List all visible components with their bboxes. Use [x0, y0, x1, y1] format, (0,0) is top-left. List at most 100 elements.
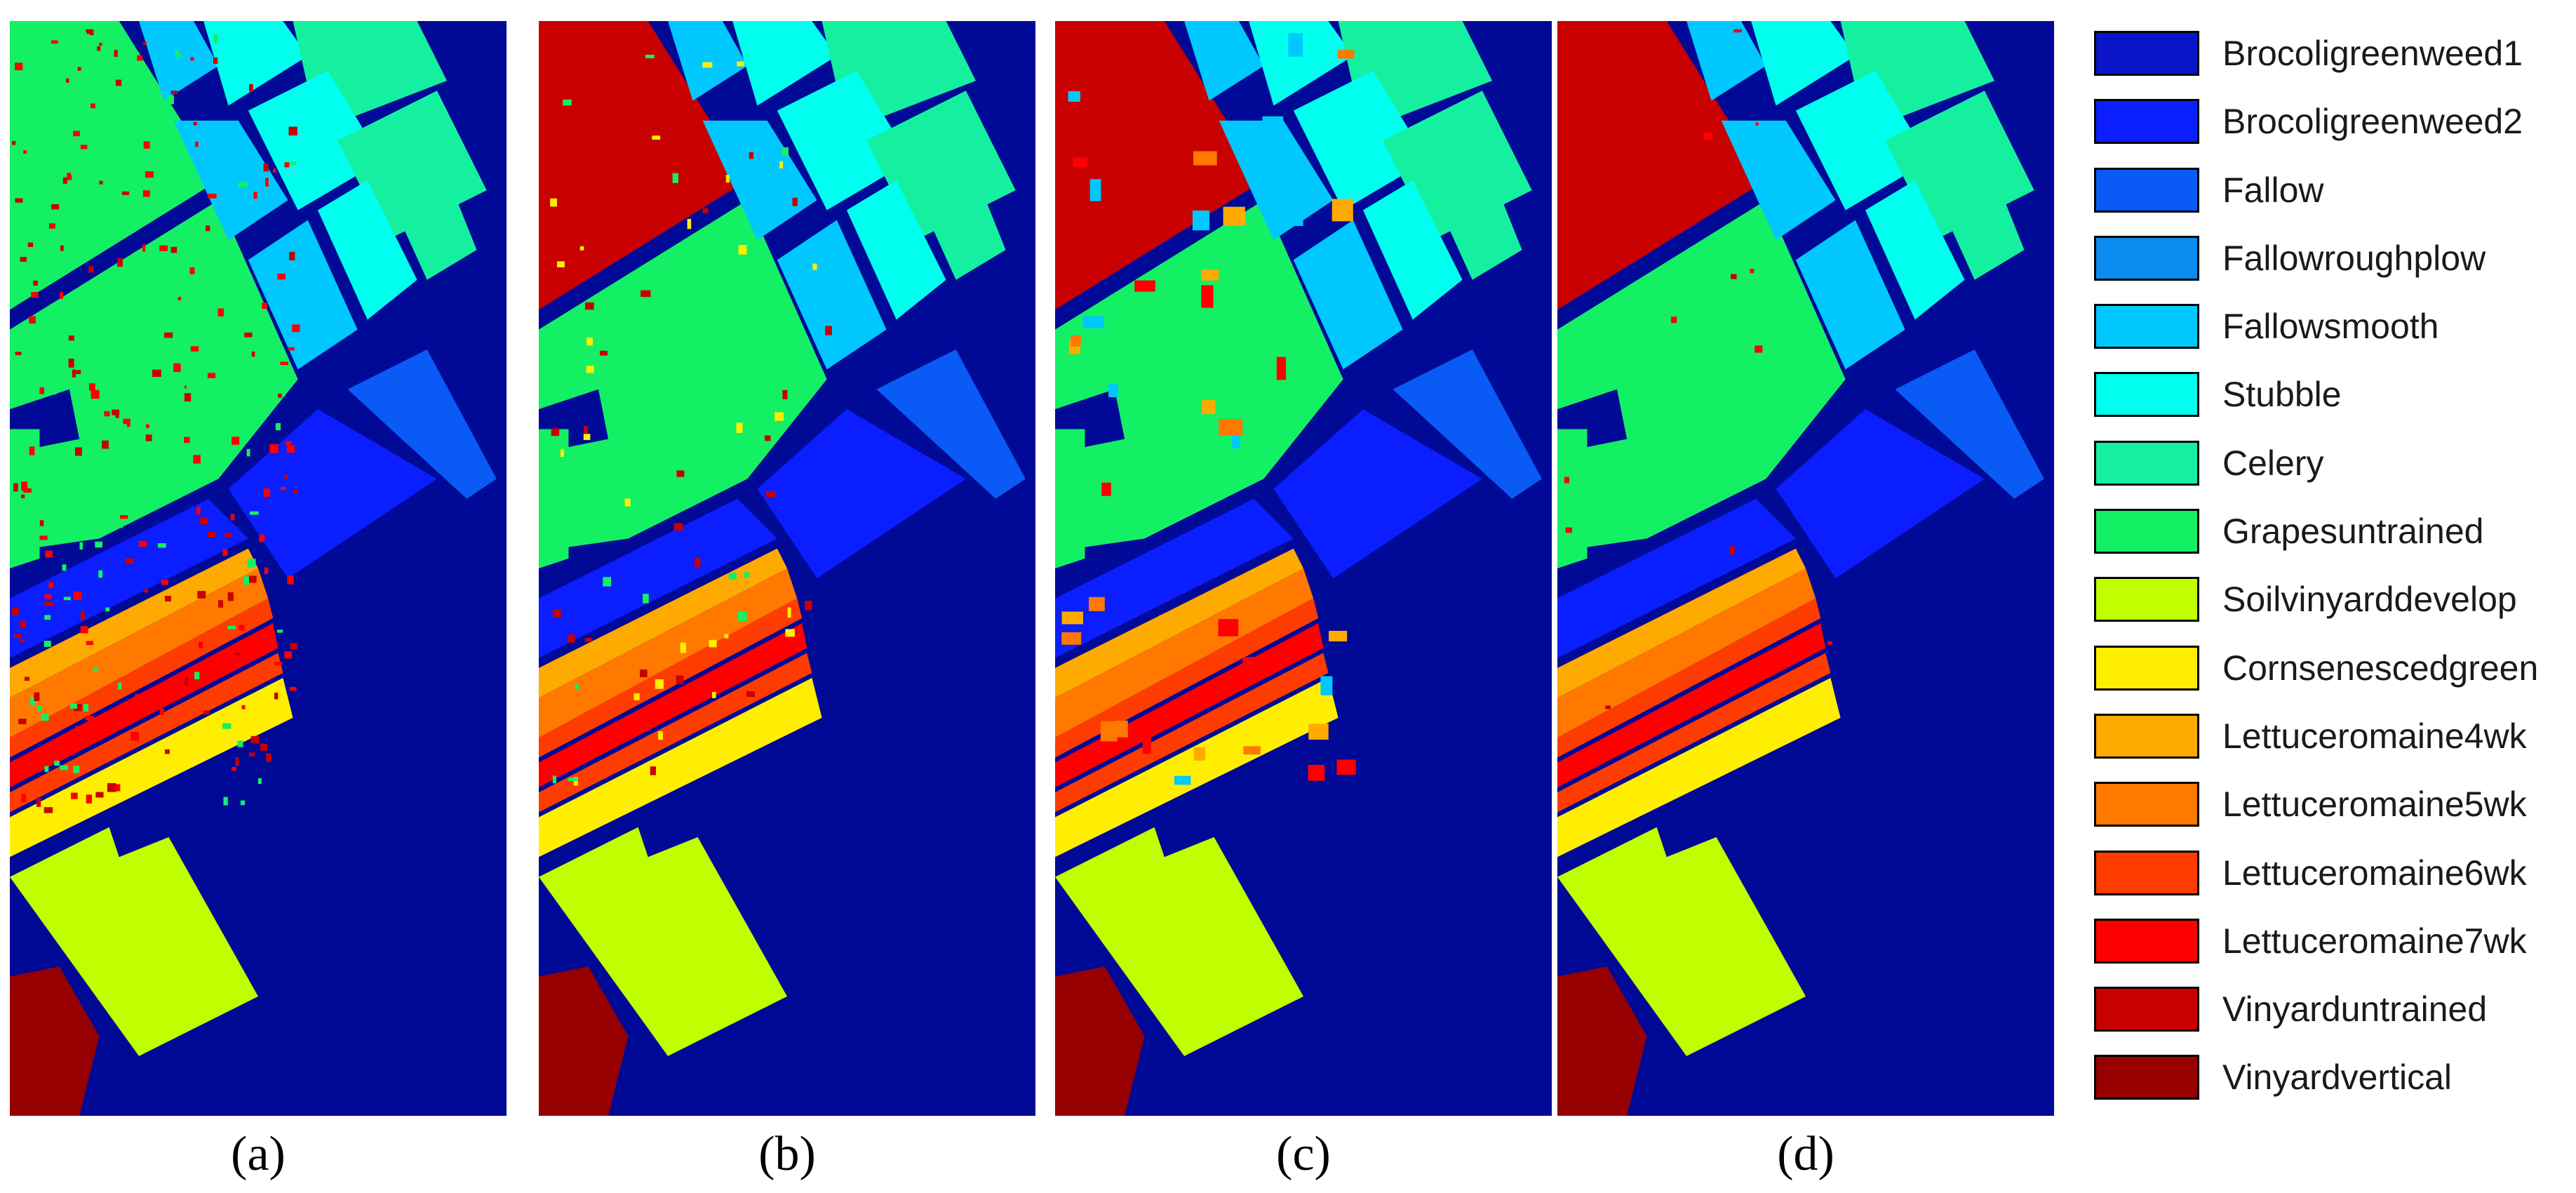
field-fallowsmooth: [1686, 21, 1766, 101]
misclassified-pixel: [95, 792, 104, 798]
misclassified-pixel: [603, 577, 612, 587]
misclassified-pixel: [586, 366, 594, 373]
classification-map-c: [1055, 21, 1552, 1116]
legend-label: Fallowroughplow: [2222, 238, 2486, 278]
misclassified-pixel: [142, 244, 146, 252]
misclassified-pixel: [33, 260, 39, 265]
field-stubble: [1293, 70, 1428, 211]
misclassified-pixel: [680, 288, 690, 293]
misclassified-pixel: [1288, 33, 1303, 57]
field-lettuce4wk: [1055, 548, 1303, 698]
misclassified-pixel: [551, 428, 560, 436]
misclassified-pixel: [249, 84, 253, 92]
misclassified-pixel: [107, 782, 116, 792]
misclassified-pixel: [264, 567, 269, 574]
misclassified-pixel: [63, 461, 71, 468]
misclassified-pixel: [728, 573, 737, 580]
misclassified-pixel: [643, 594, 649, 604]
misclassified-pixel: [93, 721, 100, 726]
misclassified-pixel: [203, 710, 210, 715]
field-brocoligreenweed2: [1776, 409, 1985, 579]
misclassified-pixel: [80, 145, 88, 149]
misclassified-pixel: [33, 280, 39, 286]
misclassified-pixel: [1755, 122, 1759, 126]
misclassified-pixel: [18, 719, 27, 724]
misclassified-pixel: [114, 49, 118, 57]
misclassified-pixel: [657, 460, 663, 469]
misclassified-pixel: [1320, 676, 1333, 695]
field-brocoligreenweed2: [1055, 498, 1294, 658]
misclassified-pixel: [107, 127, 112, 135]
misclassified-pixel: [1101, 482, 1111, 496]
misclassified-pixel: [41, 714, 49, 721]
field-brocoligreenweed2: [757, 409, 966, 579]
field-lettuce7wk: [1557, 623, 1826, 787]
field-lettuce6wk: [539, 653, 812, 813]
misclassified-pixel: [50, 314, 57, 320]
misclassified-pixel: [288, 347, 295, 351]
legend-swatch: [2094, 850, 2199, 895]
misclassified-pixel: [58, 98, 65, 105]
misclassified-pixel: [27, 242, 34, 247]
misclassified-pixel: [142, 41, 147, 45]
misclassified-pixel: [565, 494, 572, 502]
misclassified-pixel: [112, 409, 120, 415]
misclassified-pixel: [1223, 206, 1245, 226]
misclassified-pixel: [145, 424, 150, 428]
field-fallowsmooth: [1219, 120, 1334, 240]
misclassified-pixel: [284, 162, 290, 168]
legend-item: Stubble: [2094, 372, 2571, 440]
legend-label: Lettuceromaine6wk: [2222, 853, 2527, 893]
misclassified-pixel: [645, 55, 655, 59]
misclassified-pixel: [115, 79, 122, 86]
misclassified-pixel: [147, 467, 151, 471]
classification-map-a: [10, 21, 507, 1116]
field-grapes-left: [10, 429, 40, 568]
misclassified-pixel: [600, 350, 608, 356]
misclassified-pixel: [190, 346, 199, 352]
misclassified-pixel: [725, 175, 730, 183]
misclassified-pixel: [702, 208, 709, 213]
misclassified-pixel: [21, 481, 28, 491]
legend-swatch: [2094, 987, 2199, 1032]
classification-map-d: [1557, 21, 2054, 1116]
misclassified-pixel: [274, 692, 279, 700]
misclassified-pixel: [29, 316, 36, 324]
misclassified-pixel: [173, 363, 181, 373]
legend-item: Cornsenescedgreen: [2094, 645, 2571, 714]
misclassified-pixel: [73, 592, 82, 600]
misclassified-pixel: [1202, 400, 1216, 415]
field-fallow: [1895, 349, 2044, 499]
misclassified-pixel: [105, 607, 110, 612]
misclassified-pixel: [60, 765, 69, 771]
legend-swatch: [2094, 713, 2199, 759]
misclassified-pixel: [289, 686, 297, 691]
misclassified-pixel: [79, 542, 83, 549]
misclassified-pixel: [62, 177, 67, 184]
misclassified-pixel: [75, 726, 84, 733]
misclassified-pixel: [152, 369, 161, 378]
legend-label: Fallow: [2222, 170, 2324, 210]
misclassified-pixel: [259, 534, 265, 542]
misclassified-pixel: [248, 575, 257, 583]
legend-label: Celery: [2222, 443, 2324, 483]
misclassified-pixel: [241, 705, 246, 709]
legend-item: Vinyarduntrained: [2094, 987, 2571, 1055]
misclassified-pixel: [238, 182, 248, 187]
misclassified-pixel: [247, 559, 256, 568]
legend-item: Lettuceromaine7wk: [2094, 918, 2571, 987]
misclassified-pixel: [167, 95, 174, 105]
misclassified-pixel: [237, 740, 243, 747]
field-stubble: [1362, 180, 1463, 320]
legend-label: Brocoligreenweed2: [2222, 102, 2523, 142]
misclassified-pixel: [276, 629, 283, 633]
misclassified-pixel: [222, 549, 228, 556]
misclassified-pixel: [765, 435, 771, 441]
misclassified-pixel: [1329, 630, 1348, 641]
misclassified-pixel: [744, 572, 751, 578]
misclassified-pixel: [737, 61, 744, 67]
misclassified-pixel: [736, 422, 743, 433]
misclassified-pixel: [196, 507, 201, 515]
field-brocoligreenweed2: [10, 498, 248, 658]
misclassified-pixel: [1336, 759, 1356, 775]
